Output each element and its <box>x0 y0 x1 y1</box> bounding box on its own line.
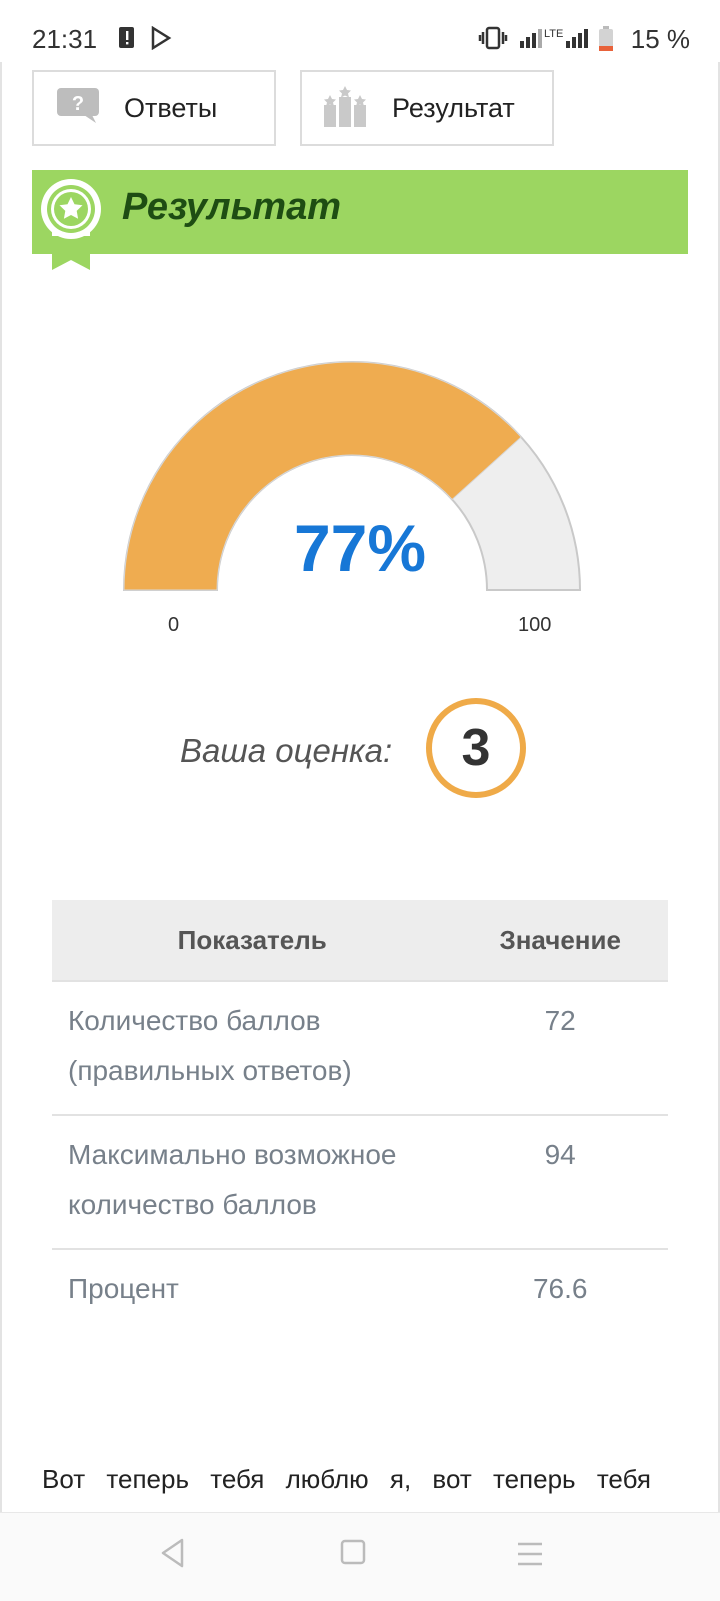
menu-icon[interactable] <box>516 1541 544 1572</box>
gauge-max-label: 100 <box>518 614 552 636</box>
results-table: Показатель Значение Количество баллов (п… <box>52 900 668 1332</box>
network-type: LTE <box>544 28 564 40</box>
battery-icon <box>598 26 614 57</box>
podium-icon <box>322 85 368 132</box>
result-title: Результат <box>122 186 342 228</box>
award-badge-icon <box>38 176 104 277</box>
row-value: 94 <box>452 1114 668 1249</box>
status-time: 21:31 <box>32 24 98 54</box>
gauge-value: 77% <box>293 511 427 585</box>
sim-alert-icon <box>118 26 136 55</box>
table-row: Процент 76.6 <box>52 1248 668 1332</box>
table-row: Максимально возможное количество баллов … <box>52 1114 668 1249</box>
table-header-row: Показатель Значение <box>52 900 668 981</box>
gauge-fill <box>123 361 522 591</box>
back-icon[interactable] <box>158 1537 188 1574</box>
gauge-min-label: 0 <box>168 614 180 636</box>
table-row: Количество баллов (правильных ответов) 7… <box>52 980 668 1115</box>
result-banner <box>32 170 688 254</box>
answers-button-label: Ответы <box>124 92 218 123</box>
row-parameter: Максимально возможное количество баллов <box>52 1114 453 1249</box>
vibrate-icon <box>478 26 508 55</box>
play-store-icon <box>150 25 172 55</box>
question-bubble-icon: ? <box>56 87 102 130</box>
status-bar: 21:31 LTE 15 % <box>0 0 720 80</box>
header-value: Значение <box>452 900 668 981</box>
result-button[interactable]: Результат <box>300 70 554 146</box>
battery-level: 15 % <box>630 24 690 54</box>
page-frame <box>0 62 720 1512</box>
row-parameter: Количество баллов (правильных ответов) <box>52 980 453 1115</box>
row-value: 76.6 <box>452 1248 668 1332</box>
body-text: Вот теперь тебя люблю я, вот теперь тебя <box>42 1464 651 1494</box>
svg-text:?: ? <box>72 93 84 115</box>
score-gauge <box>122 361 582 591</box>
home-icon[interactable] <box>340 1539 366 1572</box>
result-button-label: Результат <box>392 92 515 123</box>
grade-value: 3 <box>426 698 526 798</box>
answers-button[interactable]: ? Ответы <box>32 70 276 146</box>
row-value: 72 <box>452 980 668 1115</box>
navigation-bar <box>0 1512 720 1601</box>
grade-label: Ваша оценка: <box>180 732 393 769</box>
row-parameter: Процент <box>52 1248 453 1332</box>
signal-icon <box>518 26 590 55</box>
header-parameter: Показатель <box>52 900 453 981</box>
